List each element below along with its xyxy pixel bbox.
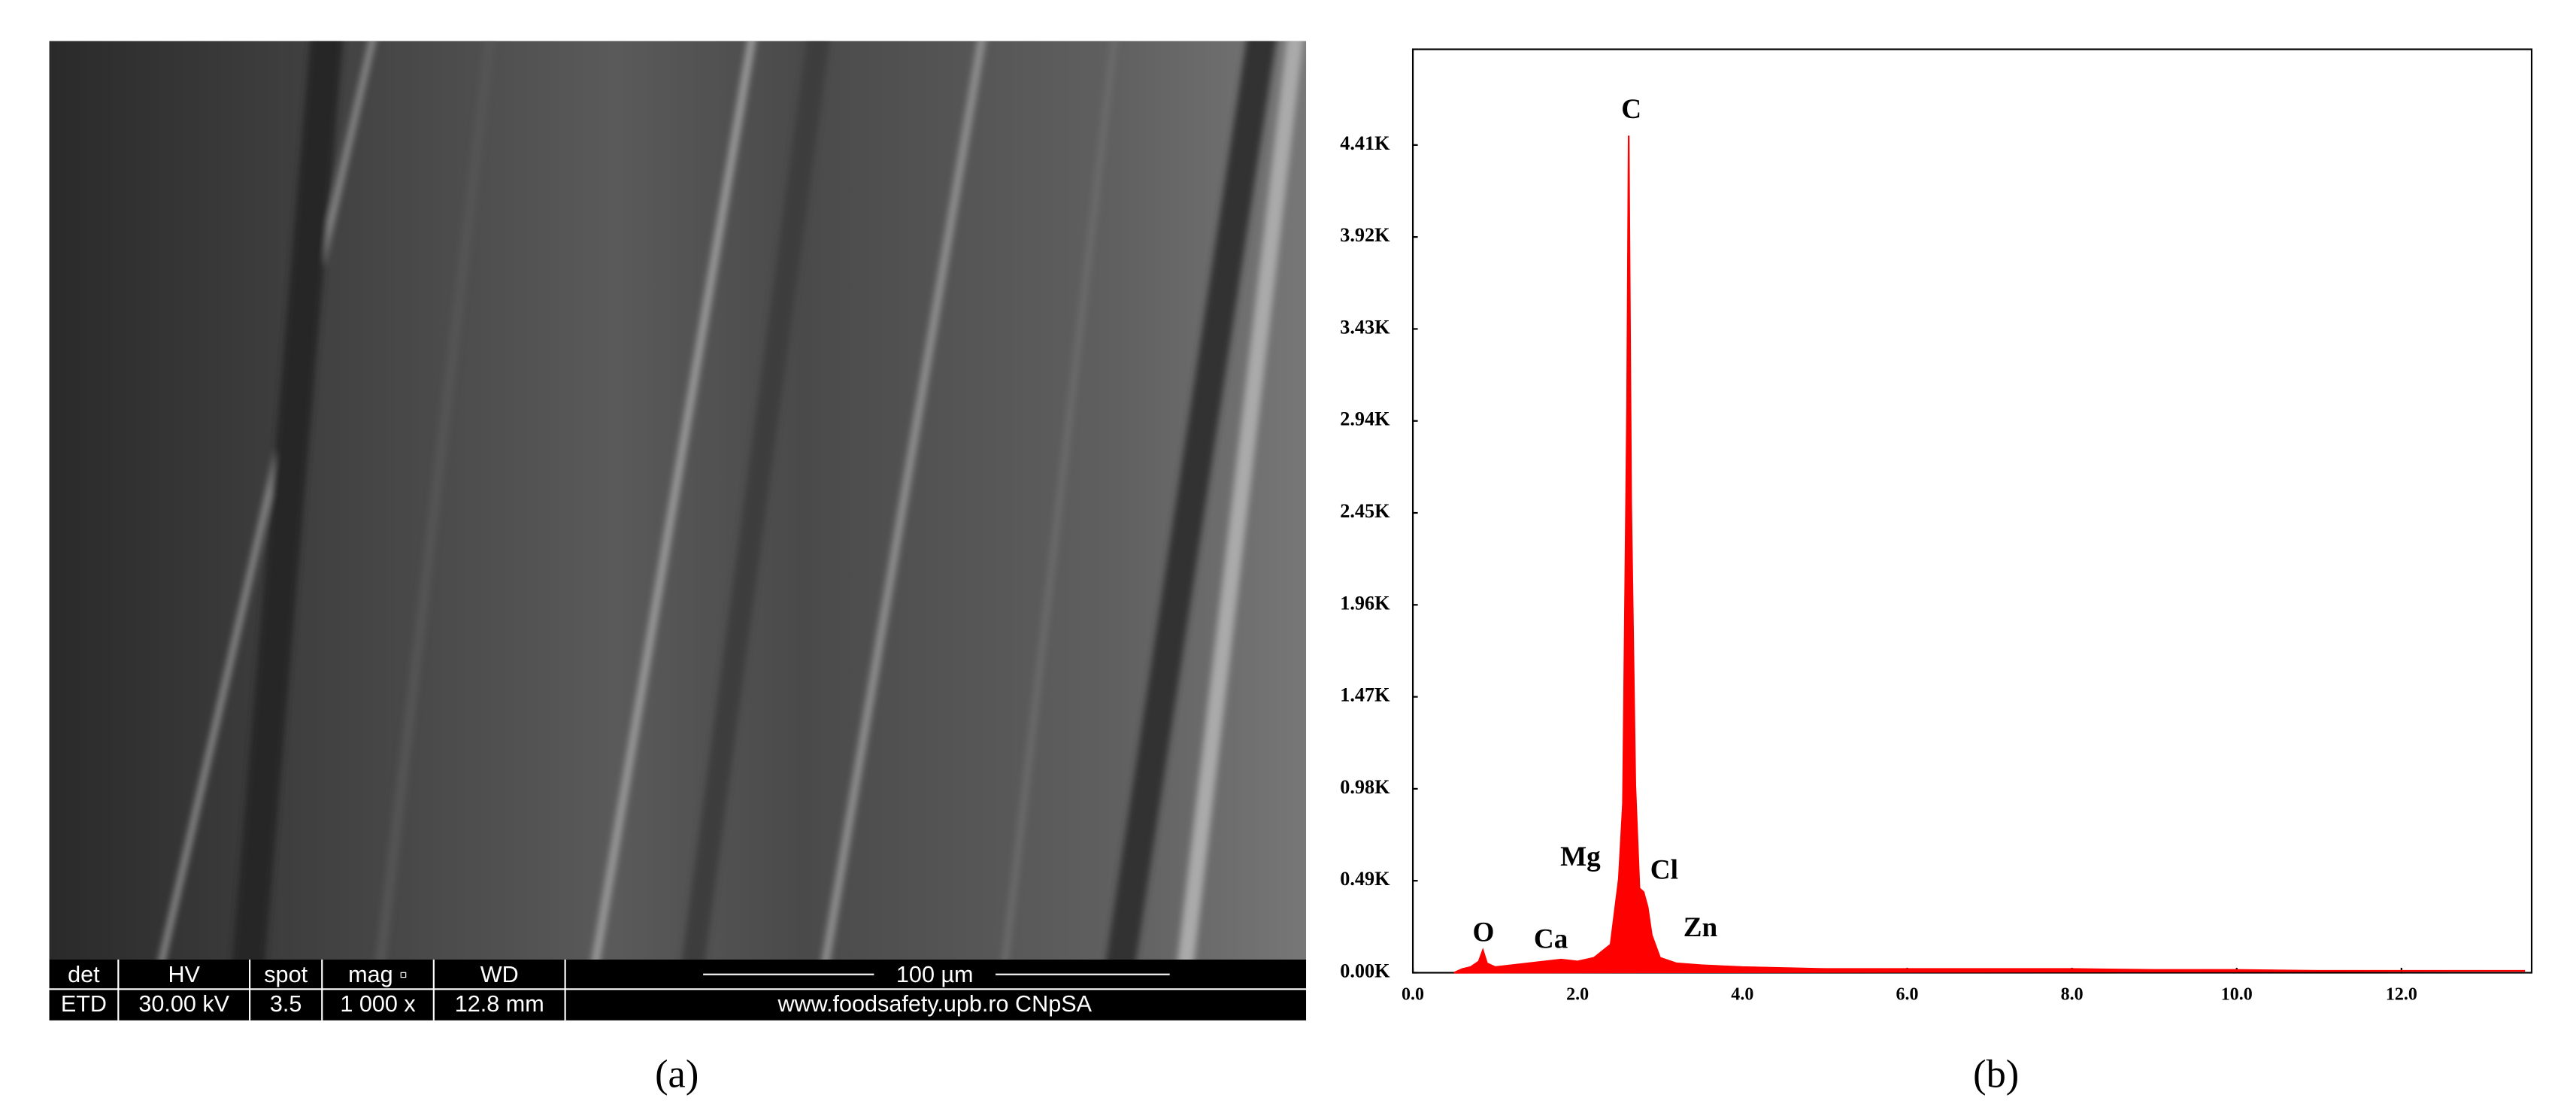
info-value: 12.8 mm	[455, 991, 544, 1017]
y-tick-label: 3.92K	[1340, 224, 1390, 246]
x-tick-label: 8.0	[2061, 985, 2084, 1005]
x-tick-label: 6.0	[1896, 985, 1918, 1005]
y-tick-label: 1.47K	[1340, 684, 1390, 706]
y-tick-label: 2.45K	[1340, 500, 1390, 522]
info-header: mag ▫	[348, 962, 408, 987]
scale-label: 100 µm	[896, 962, 974, 987]
caption: (a)	[655, 1052, 699, 1096]
info-value: 3.5	[270, 991, 302, 1017]
x-tick-label: 10.0	[2221, 985, 2253, 1005]
info-header: HV	[168, 962, 200, 987]
x-tick-label: 12.0	[2386, 985, 2417, 1005]
y-tick-label: 3.43K	[1340, 316, 1390, 338]
caption: (b)	[1973, 1052, 2019, 1096]
y-tick-label: 0.98K	[1340, 776, 1390, 798]
sem-image: det HV spot mag ▫ WD ETD 30.00 kV 3.5 1 …	[49, 41, 1307, 1020]
peak-label: Mg	[1560, 842, 1601, 872]
peak-label: C	[1621, 94, 1641, 125]
info-header: det	[68, 962, 100, 987]
spectrum	[1453, 135, 2526, 974]
plot-frame	[1411, 48, 2533, 974]
peak-label: Cl	[1650, 855, 1678, 886]
y-tick-label: 0.49K	[1340, 868, 1390, 890]
y-tick-label: 4.41K	[1340, 132, 1390, 154]
peak-label: Ca	[1534, 923, 1568, 954]
credit: www.foodsafety.upb.ro CNpSA	[777, 991, 1092, 1017]
y-tick-label: 2.94K	[1340, 408, 1390, 430]
info-value: 1 000 x	[340, 991, 415, 1017]
peak-label: Zn	[1683, 912, 1718, 943]
info-value: 30.00 kV	[138, 991, 229, 1017]
x-tick-label: 4.0	[1731, 985, 1753, 1005]
info-header: spot	[264, 962, 308, 987]
y-tick-label: 0.00K	[1340, 960, 1390, 981]
info-header: WD	[480, 962, 519, 987]
x-tick-label: 2.0	[1566, 985, 1589, 1005]
info-value: ETD	[61, 991, 107, 1017]
x-tick-label: 0.0	[1402, 985, 1424, 1005]
peak-label: O	[1473, 917, 1495, 948]
y-tick-label: 1.96K	[1340, 592, 1390, 614]
